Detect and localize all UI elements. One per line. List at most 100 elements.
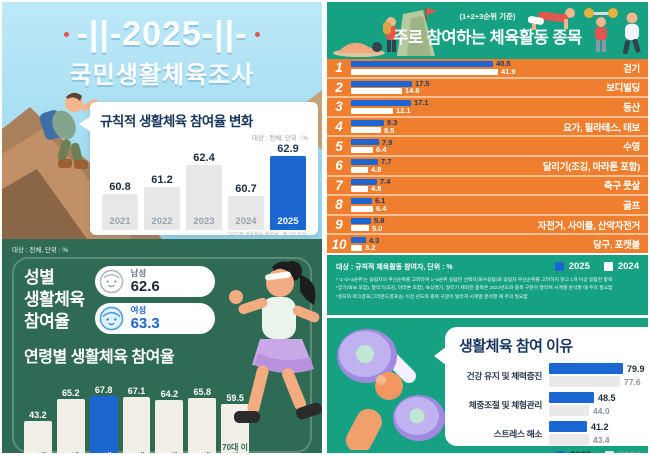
bar-value: 65.2 — [62, 388, 80, 398]
rank-number: 7 — [335, 177, 343, 193]
reason-label: 건강 유지 및 체력증진 — [466, 370, 543, 381]
bar-year-label: 2023 — [193, 216, 215, 227]
legend-2024: 2024 — [603, 261, 639, 272]
activity-name: 골프 — [623, 200, 640, 212]
hero-survey-title: 국민생활체육조사 — [69, 62, 255, 89]
rank-number: 10 — [331, 236, 347, 252]
activities-ranked-list: 1 40.5 41.9 걷기 2 17.5 14.6 보디빌딩 3 17.1 — [327, 59, 648, 253]
activity-row-3: 3 17.1 12.1 등산 — [327, 96, 648, 116]
legend-2024: 2024 — [605, 450, 640, 453]
activities-legend-band: 대상 : 규칙적 체육활동 참여자, 단위 : % 2025 2024 * '1… — [327, 253, 648, 315]
trend-footnote: *규칙적 생활체육 참여율 : 주 1회 이상, 1회 운동 시 30분 이상 … — [227, 232, 308, 238]
male-value: 62.6 — [130, 277, 160, 295]
rank-number: 9 — [335, 217, 343, 233]
trend-bar-2025-highlighted: 62.9 2025 — [270, 143, 306, 230]
legend-2025: 2025 — [554, 261, 590, 272]
rank-number: 2 — [335, 79, 343, 95]
female-stat-pill: 여성 63.3 — [94, 303, 215, 334]
bar-value: 67.1 — [127, 386, 146, 396]
activity-name: 자전거, 사이클, 산악자전거 — [537, 220, 641, 232]
age-bars: 43.2 10대 65.2 20대 67.8 30대 67.1 40대 — [24, 372, 250, 453]
activities-header: (1+2+3순위 기준) 주로 참여하는 체육활동 종목 — [327, 2, 648, 59]
bar-value: 60.7 — [235, 183, 257, 195]
green-section: 대상 : 전체, 단위 : % 성별 생활체육 참여율 — [2, 239, 322, 453]
legend-square-2025 — [556, 451, 565, 453]
trend-bars: 60.8 2021 61.2 2022 62.4 2023 60.7 2024 — [100, 143, 308, 230]
activity-row-5: 5 7.9 6.4 수영 — [327, 135, 648, 155]
bar-value: 62.9 — [277, 143, 299, 155]
legend-square-2024 — [603, 262, 613, 271]
activity-row-6: 6 7.7 4.8 달리기(조깅, 마라톤 포함) — [327, 154, 648, 175]
hero-section: -||-2025-||- 국민생활체육조사 — [2, 2, 322, 239]
age-bar-40s: 67.1 40대 — [122, 386, 151, 453]
bar-year-label: 2025 — [277, 216, 299, 227]
age-bar-10s: 43.2 10대 — [24, 410, 52, 453]
bar-value: 62.4 — [193, 152, 215, 164]
activities-footnotes: * '1+2+3순위'는 응답자의 우선순위를 고려하여 1~3순위 응답한 선… — [336, 278, 613, 300]
bar-value: 60.8 — [109, 181, 131, 193]
rank-number: 8 — [335, 197, 343, 213]
reason-row-weight: 체중조절 및 체형관리 48.5 44.0 — [459, 392, 638, 416]
right-panel: (1+2+3순위 기준) 주로 참여하는 체육활동 종목 1 40.5 41.9… — [327, 2, 648, 453]
activity-row-1: 1 40.5 41.9 걷기 — [327, 59, 648, 77]
trend-chart-panel: 규칙적 생활체육 참여율 변화 대상 : 전체, 단위 : % 60.8 202… — [79, 102, 318, 238]
activity-name: 수영 — [623, 142, 640, 154]
reasons-section: 생활체육 참여 이유 건강 유지 및 체력증진 79.9 77.6 체중조절 및… — [327, 315, 648, 453]
age-bar-20s: 65.2 20대 — [56, 388, 85, 453]
activity-name: 보디빌딩 — [606, 83, 640, 95]
gender-chart-title: 성별 생활체육 참여율 — [24, 267, 85, 332]
trend-bar-2022: 61.2 2022 — [144, 174, 180, 230]
gender-age-box: 성별 생활체육 참여율 — [12, 257, 312, 453]
activities-title: 주로 참여하는 체육활동 종목 — [393, 29, 582, 47]
activity-name: 달리기(조깅, 마라톤 포함) — [542, 161, 640, 173]
trend-bar-2021: 60.8 2021 — [102, 181, 138, 230]
legend-square-2024 — [605, 451, 615, 453]
bar-year-label: 2022 — [151, 216, 173, 227]
legend-2025: 2025 — [556, 450, 591, 453]
title-dot-right — [255, 32, 261, 37]
pushup-illustration — [527, 8, 575, 30]
activity-name: 등산 — [623, 102, 640, 114]
trend-chart-note: 대상 : 전체, 단위 : % — [251, 135, 308, 142]
trend-bar-2024: 60.7 2024 — [228, 183, 264, 230]
activity-row-9: 9 5.8 5.0 자전거, 사이클, 산악자전거 — [327, 213, 648, 234]
activity-name: 당구, 포켓볼 — [593, 240, 640, 252]
gender-chart: 성별 생활체육 참여율 — [24, 266, 300, 334]
rank-number: 6 — [335, 158, 343, 174]
reason-label: 체중조절 및 체형관리 — [468, 399, 543, 410]
weightlifter-runner-illustration — [584, 8, 641, 55]
running-woman-illustration — [229, 261, 322, 423]
reasons-legend: 2025 2024 — [556, 450, 640, 453]
reason-row-health: 건강 유지 및 체력증진 79.9 77.6 — [459, 363, 645, 387]
bar-value: 61.2 — [151, 174, 173, 186]
rank-number: 3 — [335, 99, 343, 115]
male-stat-pill: 남성 62.6 — [94, 266, 215, 297]
hiker-rock-illustration — [383, 8, 437, 56]
female-face-icon — [98, 306, 124, 331]
bar-label: 70대 이상 — [222, 443, 248, 453]
activity-row-10: 10 4.3 3.2 당구, 포켓볼 — [327, 233, 648, 253]
female-label: 여성 — [130, 305, 147, 316]
yoga-illustration — [333, 42, 385, 57]
bar-year-label: 2024 — [235, 216, 257, 227]
dumbbell-illustration — [337, 329, 445, 450]
activity-row-7: 7 7.4 4.8 축구 풋살 — [327, 174, 648, 195]
legend-square-2025 — [554, 262, 564, 271]
rank-number: 5 — [335, 138, 343, 154]
hero-year-title: -||-2025-||- — [76, 15, 248, 53]
reasons-title: 생활체육 참여 이유 — [459, 338, 573, 355]
bar-value: 65.8 — [193, 387, 211, 397]
activities-subtitle: (1+2+3순위 기준) — [459, 12, 516, 21]
speech-pointer — [434, 347, 446, 365]
activities-target-note: 대상 : 규칙적 체육활동 참여자, 단위 : % — [336, 263, 453, 271]
reason-label: 스트레스 해소 — [493, 428, 543, 439]
age-bar-60s: 65.8 60대 — [188, 387, 217, 453]
age-chart-title: 연령별 생활체육 참여율 — [24, 349, 175, 366]
speech-pointer — [79, 116, 91, 132]
bar-year-label: 2021 — [109, 216, 131, 227]
activity-name: 요가, 필라테스, 태보 — [563, 122, 640, 134]
bar-value: 59.5 — [226, 393, 244, 403]
activity-name: 걷기 — [623, 63, 640, 75]
male-label: 남성 — [130, 268, 147, 279]
